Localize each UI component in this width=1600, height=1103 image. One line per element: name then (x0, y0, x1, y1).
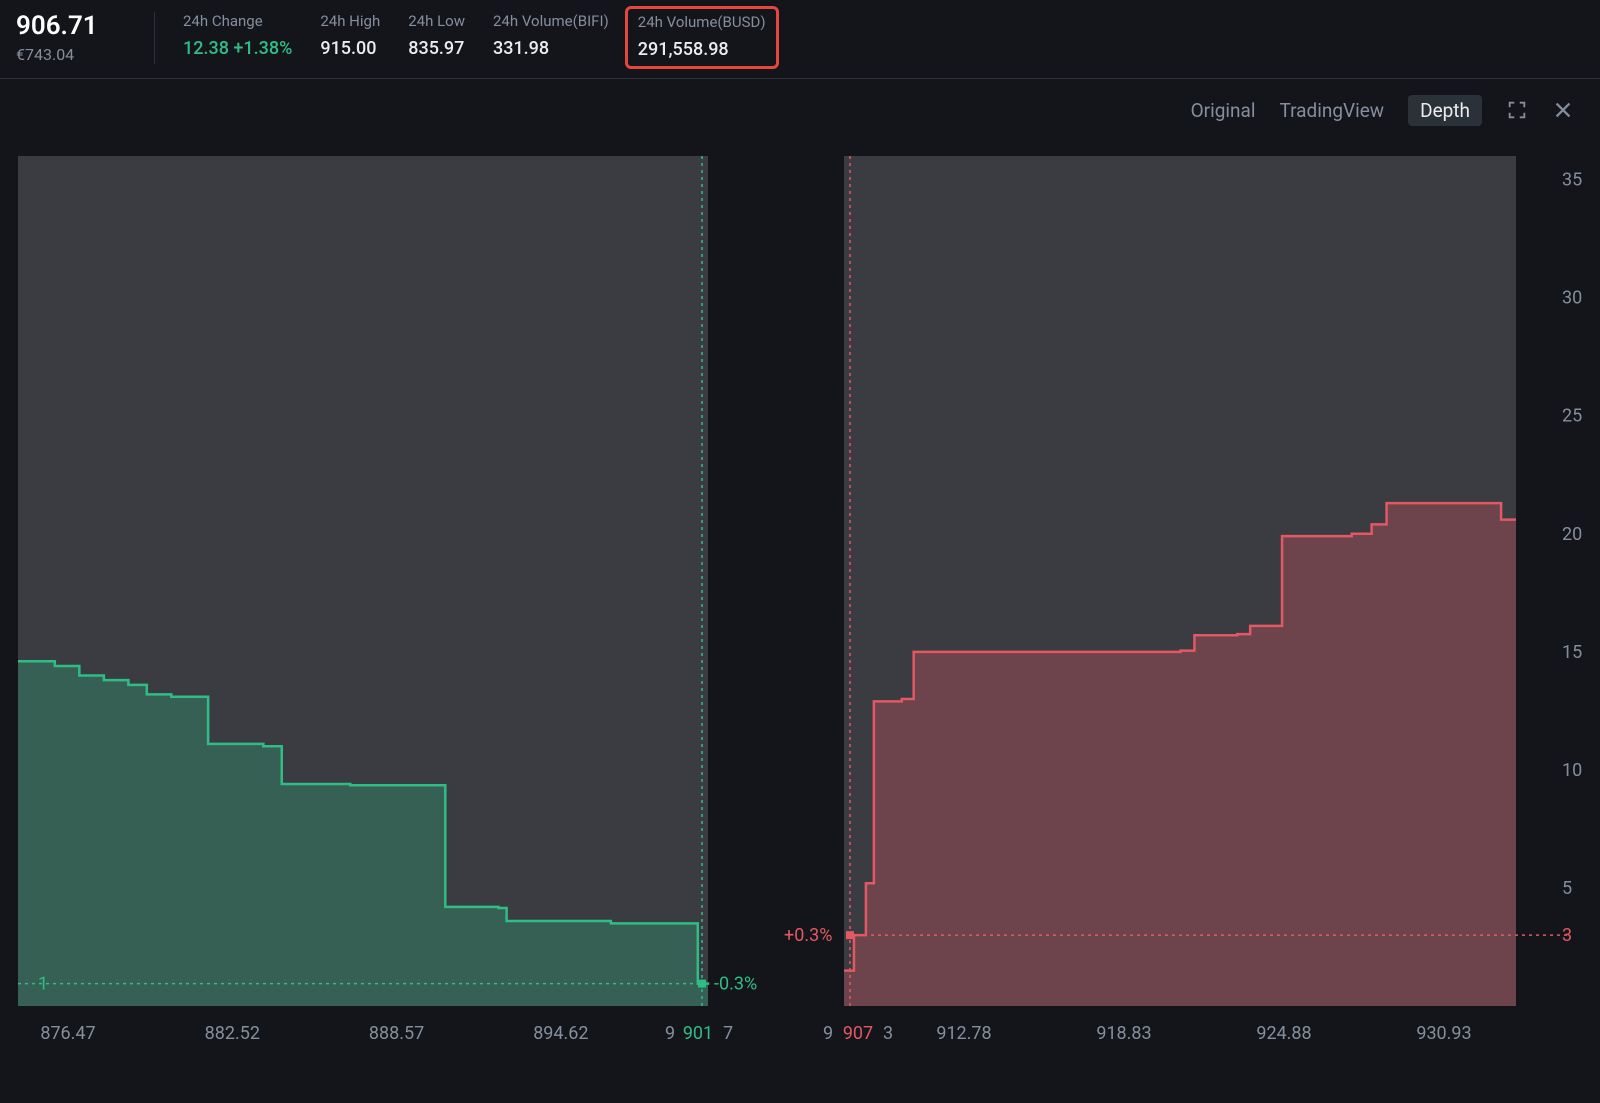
svg-text:901: 901 (683, 1023, 713, 1044)
svg-text:35: 35 (1562, 169, 1582, 190)
svg-text:-0.3%: -0.3% (714, 973, 757, 994)
svg-text:894.62: 894.62 (533, 1023, 588, 1044)
svg-text:9: 9 (665, 1023, 675, 1044)
svg-text:3: 3 (883, 1023, 893, 1044)
svg-text:888.57: 888.57 (369, 1023, 424, 1044)
close-icon[interactable] (1552, 99, 1574, 121)
svg-text:882.52: 882.52 (205, 1023, 260, 1044)
svg-text:912.78: 912.78 (936, 1023, 991, 1044)
stat-value: 915.00 (320, 38, 380, 59)
price-fiat: €743.04 (16, 45, 126, 64)
chart-mode-bar: Original TradingView Depth (0, 79, 1600, 134)
stat-value: 291,558.98 (638, 39, 766, 60)
fullscreen-icon[interactable] (1506, 99, 1528, 121)
svg-text:+0.3%: +0.3% (784, 925, 832, 946)
stat-label: 24h High (320, 12, 380, 30)
svg-text:924.88: 924.88 (1256, 1023, 1311, 1044)
svg-text:907: 907 (843, 1023, 873, 1044)
svg-text:25: 25 (1562, 405, 1582, 426)
price-block: 906.71 €743.04 (16, 12, 126, 64)
market-stats-header: 906.71 €743.04 24h Change12.38 +1.38%24h… (0, 0, 1600, 79)
depth-chart-svg[interactable]: 1-0.3%+0.3%35101520253035876.47882.52888… (14, 144, 1586, 1062)
svg-text:1: 1 (38, 973, 48, 994)
svg-text:9: 9 (823, 1023, 833, 1044)
stat-24h-low: 24h Low 835.97 (408, 12, 465, 59)
chart-mode-original[interactable]: Original (1191, 99, 1256, 122)
stat-label: 24h Change (183, 12, 292, 30)
stat-value: 331.98 (493, 38, 609, 59)
chart-mode-depth[interactable]: Depth (1408, 95, 1482, 126)
svg-text:15: 15 (1562, 641, 1582, 662)
stat-label: 24h Low (408, 12, 465, 30)
last-price: 906.71 (16, 12, 126, 41)
svg-text:930.93: 930.93 (1416, 1023, 1471, 1044)
chart-mode-tradingview[interactable]: TradingView (1279, 99, 1384, 122)
stat-24h-volume-bifi-: 24h Volume(BIFI) 331.98 (493, 12, 609, 59)
stat-value: 12.38 +1.38% (183, 38, 292, 59)
stat-label: 24h Volume(BUSD) (638, 13, 766, 31)
svg-text:20: 20 (1562, 523, 1582, 544)
stat-24h-high: 24h High 915.00 (320, 12, 380, 59)
stat-label: 24h Volume(BIFI) (493, 12, 609, 30)
divider (154, 12, 155, 64)
svg-text:7: 7 (723, 1023, 733, 1044)
svg-text:10: 10 (1562, 759, 1582, 780)
stat-value: 835.97 (408, 38, 465, 59)
stat-24h-volume-busd-: 24h Volume(BUSD) 291,558.98 (637, 12, 767, 61)
svg-text:30: 30 (1562, 287, 1582, 308)
depth-chart[interactable]: 1-0.3%+0.3%35101520253035876.47882.52888… (14, 144, 1586, 1062)
svg-text:5: 5 (1562, 878, 1572, 899)
svg-text:3: 3 (1562, 925, 1572, 946)
svg-text:876.47: 876.47 (40, 1023, 95, 1044)
svg-text:918.83: 918.83 (1096, 1023, 1151, 1044)
stat-24h-change: 24h Change 12.38 +1.38% (183, 12, 292, 59)
